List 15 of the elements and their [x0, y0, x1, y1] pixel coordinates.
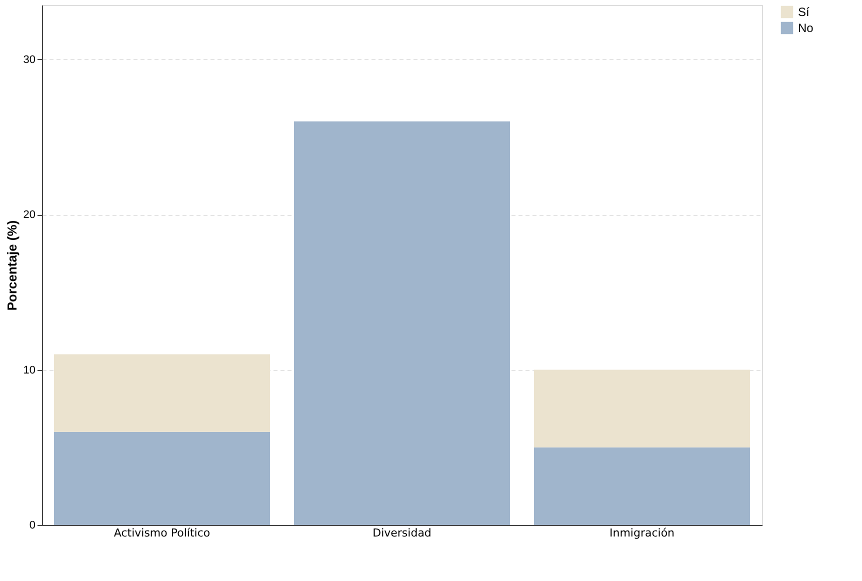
bar — [54, 354, 270, 432]
legend-label: Sí — [798, 5, 810, 19]
bar — [534, 370, 750, 448]
x-tick-label: Diversidad — [372, 526, 432, 540]
bar — [54, 432, 270, 525]
x-tick-label: Inmigración — [609, 526, 675, 540]
y-axis-title: Porcentaje (%) — [4, 220, 20, 311]
y-tick-label: 30 — [23, 54, 36, 66]
x-tick-label: Activismo Político — [114, 526, 210, 540]
y-tick-label: 0 — [29, 520, 36, 532]
legend-label: No — [798, 21, 814, 35]
y-tick-label: 20 — [23, 209, 36, 222]
bar — [534, 447, 750, 525]
bar — [294, 121, 510, 525]
y-tick-label: 10 — [23, 364, 36, 376]
